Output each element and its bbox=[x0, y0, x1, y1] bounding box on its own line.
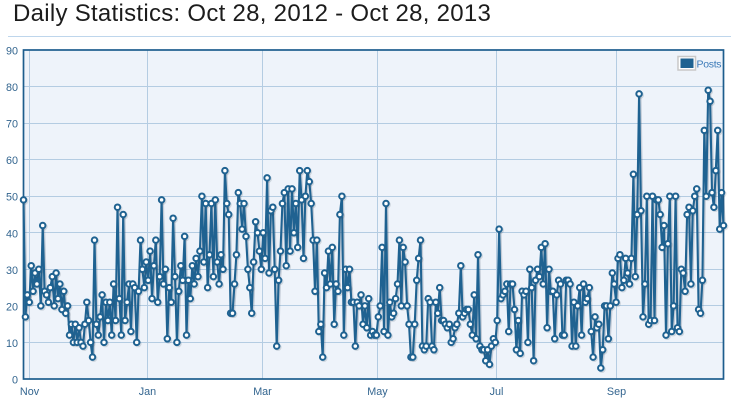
svg-text:Mar: Mar bbox=[253, 386, 272, 398]
svg-text:30: 30 bbox=[6, 265, 18, 277]
svg-text:Sep: Sep bbox=[607, 386, 626, 398]
svg-text:80: 80 bbox=[6, 82, 18, 94]
svg-text:Nov: Nov bbox=[20, 386, 40, 398]
svg-text:Jul: Jul bbox=[490, 386, 504, 398]
svg-text:70: 70 bbox=[6, 119, 18, 131]
svg-text:50: 50 bbox=[6, 192, 18, 204]
svg-text:90: 90 bbox=[6, 46, 18, 58]
svg-text:20: 20 bbox=[6, 301, 18, 313]
svg-text:May: May bbox=[367, 386, 388, 398]
svg-text:0: 0 bbox=[12, 375, 18, 387]
svg-text:60: 60 bbox=[6, 155, 18, 167]
svg-text:Jan: Jan bbox=[139, 386, 156, 398]
svg-text:40: 40 bbox=[6, 228, 18, 240]
svg-text:10: 10 bbox=[6, 338, 18, 350]
svg-text:Posts: Posts bbox=[697, 58, 722, 70]
